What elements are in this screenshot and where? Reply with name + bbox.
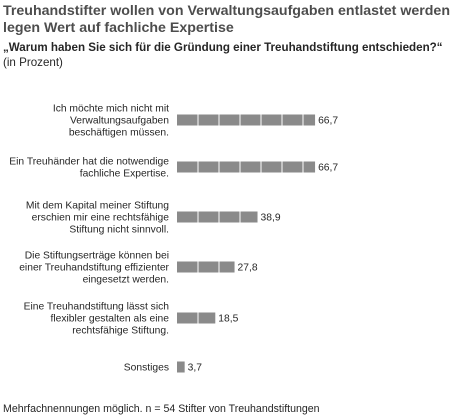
bar xyxy=(177,312,216,324)
value-label: 27,8 xyxy=(238,263,258,274)
bar xyxy=(177,261,235,273)
bar-row: 66,7 Ein Treuhänder hat die notwendige fac… xyxy=(9,157,338,180)
category-label-line: flexibler gestalten als eine xyxy=(51,314,170,325)
value-label: 66,7 xyxy=(318,163,338,174)
unit-label: (in Prozent) xyxy=(3,56,63,69)
category-label-line: fachliche Expertise. xyxy=(80,169,169,180)
footnote: Mehrfachnennungen möglich. n = 54 Stifte… xyxy=(3,403,320,415)
category-label: Eine Treuhandstiftung lässt sich flexible… xyxy=(24,302,170,337)
chart-title-line-2: legen Wert auf fachliche Expertise xyxy=(3,20,234,36)
category-label: Sonstiges xyxy=(124,363,169,374)
category-label-line: Ein Treuhänder hat die notwendige xyxy=(9,157,169,168)
category-label: Mit dem Kapital meiner Stiftung erschien … xyxy=(26,201,169,236)
bar-group: 66,7 Ich möchte mich nicht mit Verwaltungs… xyxy=(9,104,338,374)
category-label-line: Ich möchte mich nicht mit xyxy=(53,104,169,115)
bar-row: 27,8 Die Stiftungserträge können bei einer… xyxy=(19,251,258,286)
bar-row: 38,9 Mit dem Kapital meiner Stiftung ersch… xyxy=(26,201,281,236)
category-label-line: eingesetzt werden. xyxy=(83,275,169,286)
bar xyxy=(177,361,185,373)
category-label-line: Mit dem Kapital meiner Stiftung xyxy=(26,201,169,212)
category-label: Ein Treuhänder hat die notwendige fachlic… xyxy=(9,157,169,180)
bar xyxy=(177,114,316,126)
category-label-line: Die Stiftungserträge können bei xyxy=(25,251,169,262)
bar-row: 66,7 Ich möchte mich nicht mit Verwaltungs… xyxy=(53,104,339,139)
category-label-line: Sonstiges xyxy=(124,363,169,374)
value-label: 18,5 xyxy=(218,314,238,325)
category-label-line: Eine Treuhandstiftung lässt sich xyxy=(24,302,170,313)
category-label-line: erschien mir eine rechtsfähige xyxy=(32,213,170,224)
category-label-line: beschäftigen müssen. xyxy=(69,128,169,139)
category-label-line: einer Treuhandstiftung effizienter xyxy=(19,263,169,274)
bar-row: 3,7 Sonstiges xyxy=(124,361,203,374)
category-label: Die Stiftungserträge können bei einer Tre… xyxy=(19,251,169,286)
bar-row: 18,5 Eine Treuhandstiftung lässt sich flex… xyxy=(24,302,239,337)
value-label: 38,9 xyxy=(261,213,281,224)
bar xyxy=(177,211,258,223)
chart-title-line-1: Treuhandstifter wollen von Verwaltungsau… xyxy=(3,3,454,19)
category-label-line: rechtsfähige Stiftung. xyxy=(72,326,169,337)
chart-subtitle: „Warum haben Sie sich für die Gründung e… xyxy=(3,41,443,54)
bar xyxy=(177,161,316,173)
category-label-line: Verwaltungsaufgaben xyxy=(70,116,169,127)
category-label-line: Stiftung nicht sinnvoll. xyxy=(69,225,169,236)
chart-title: Treuhandstifter wollen von Verwaltungsau… xyxy=(3,3,454,36)
value-label: 66,7 xyxy=(318,116,338,127)
value-label: 3,7 xyxy=(188,363,203,374)
category-label: Ich möchte mich nicht mit Verwaltungsaufg… xyxy=(53,104,169,139)
